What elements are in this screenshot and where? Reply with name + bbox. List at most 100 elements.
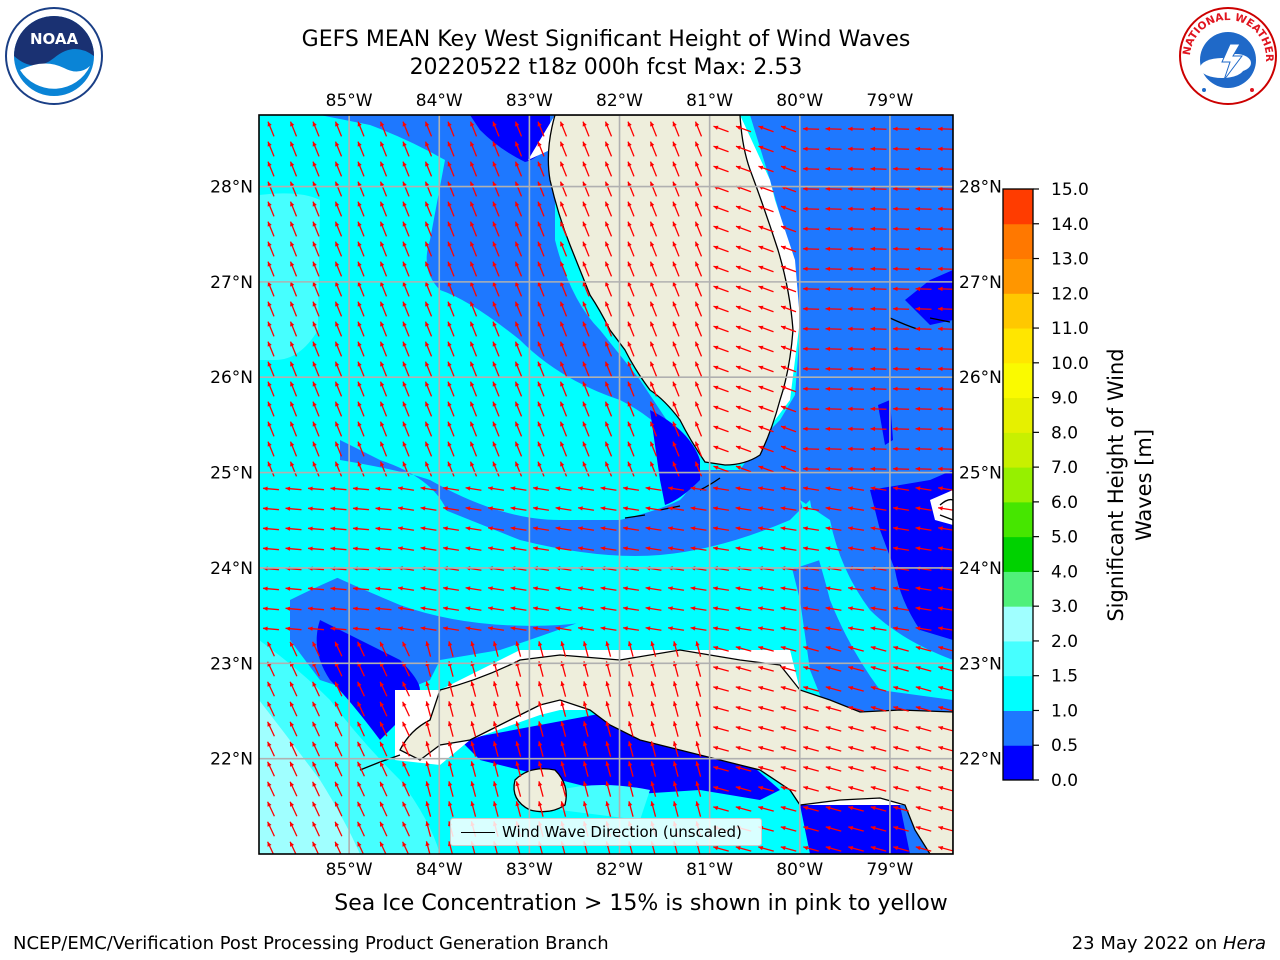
wind-wave-arrow [560, 801, 567, 817]
wind-wave-arrow [312, 301, 320, 317]
wind-wave-arrow [780, 385, 797, 393]
wind-wave-arrow [735, 205, 752, 213]
wind-wave-arrow [825, 386, 842, 392]
wind-wave-arrow [289, 421, 298, 437]
wind-wave-arrow [425, 701, 432, 717]
wind-wave-arrow [892, 126, 910, 132]
wind-wave-arrow [379, 281, 388, 297]
wind-wave-arrow [424, 461, 433, 477]
wind-wave-arrow [802, 306, 820, 312]
wind-wave-arrow [470, 701, 477, 717]
wind-wave-arrow [357, 221, 365, 237]
wind-wave-arrow [938, 645, 953, 652]
wind-wave-arrow [379, 241, 388, 257]
wind-wave-arrow [915, 246, 932, 252]
wind-wave-arrow [870, 426, 887, 432]
wind-wave-arrow [870, 366, 887, 372]
wind-wave-arrow [938, 825, 953, 832]
colorbar-tick-label: 11.0 [1051, 319, 1089, 339]
noaa-logo-text: NOAA [30, 30, 79, 48]
wind-wave-arrow [420, 626, 437, 631]
wind-wave-arrow [514, 181, 523, 197]
wind-wave-arrow [559, 301, 568, 317]
wind-wave-arrow [915, 126, 932, 132]
wind-wave-arrow [803, 785, 819, 792]
wind-wave-arrow [758, 305, 774, 313]
wind-wave-arrow [492, 421, 500, 437]
wind-wave-arrow [780, 405, 797, 413]
wind-wave-arrow [915, 705, 932, 712]
wind-wave-arrow [825, 466, 842, 472]
wind-wave-arrow [312, 201, 320, 217]
wind-wave-arrow [915, 745, 932, 752]
wind-wave-arrow [537, 741, 544, 757]
lon-tick-label-bottom: 82°W [596, 860, 643, 880]
wind-wave-arrow [627, 781, 634, 797]
wind-wave-arrow [825, 346, 842, 352]
wind-wave-arrow [735, 305, 752, 313]
wind-wave-arrow [469, 381, 478, 397]
wind-wave-arrow [712, 626, 730, 631]
wind-wave-arrow [560, 781, 567, 797]
wind-wave-arrow [825, 845, 842, 852]
wave-contour-0-0 [800, 805, 910, 854]
wind-wave-arrow [357, 801, 365, 817]
wind-wave-arrow [285, 486, 302, 491]
wind-wave-arrow [510, 626, 527, 631]
colorbar-tick-label: 0.0 [1051, 771, 1078, 791]
wind-wave-arrow [870, 825, 887, 832]
wind-wave-arrow [447, 461, 455, 477]
wind-wave-arrow [803, 825, 819, 832]
wind-wave-arrow [334, 321, 343, 337]
wind-wave-arrow [802, 126, 820, 132]
wind-wave-arrow [537, 381, 545, 397]
wind-wave-arrow [915, 306, 932, 312]
wind-wave-arrow [892, 266, 910, 272]
wind-wave-arrow [352, 546, 370, 551]
wind-wave-arrow [825, 226, 842, 232]
wind-wave-arrow [758, 165, 774, 173]
wind-wave-arrow [352, 626, 370, 631]
wind-wave-arrow [559, 181, 568, 197]
wind-wave-arrow [447, 261, 455, 277]
wind-wave-arrow [802, 466, 820, 472]
wind-wave-arrow [379, 701, 388, 717]
wind-wave-arrow [492, 181, 500, 197]
wind-wave-arrow [627, 141, 635, 157]
wind-wave-arrow [915, 665, 932, 672]
wind-wave-arrow [469, 401, 478, 417]
wind-wave-arrow [447, 441, 455, 457]
wind-wave-arrow [334, 721, 343, 737]
wind-wave-arrow [470, 681, 477, 697]
wind-wave-arrow [537, 321, 545, 337]
wind-wave-arrow [622, 586, 640, 591]
wind-wave-arrow [420, 506, 437, 511]
wind-wave-arrow [870, 685, 887, 692]
wind-wave-arrow [915, 765, 932, 772]
wind-wave-arrow [848, 805, 864, 812]
wind-wave-arrow [847, 366, 865, 372]
wind-wave-arrow [735, 125, 752, 133]
wind-wave-arrow [492, 461, 500, 477]
wind-wave-arrow [915, 406, 932, 412]
wind-wave-arrow [713, 685, 729, 692]
wind-wave-arrow [357, 281, 365, 297]
wind-wave-arrow [915, 685, 932, 692]
wind-wave-arrow [402, 461, 410, 477]
host-name: Hera [1222, 933, 1266, 954]
wind-wave-arrow [937, 526, 953, 531]
wind-wave-arrow [397, 606, 415, 611]
lat-tick-label-right: 22°N [959, 750, 1002, 770]
wind-wave-arrow [510, 506, 527, 511]
wind-wave-arrow [582, 201, 590, 217]
wind-wave-arrow [848, 785, 864, 792]
wind-wave-arrow [892, 146, 910, 152]
wind-wave-arrow [379, 801, 388, 817]
wind-wave-arrow [559, 161, 568, 177]
wind-wave-arrow [695, 781, 702, 797]
wind-wave-arrow [848, 845, 864, 852]
wind-wave-arrow [893, 745, 909, 752]
wind-wave-arrow [650, 641, 657, 657]
wind-wave-arrow [312, 721, 320, 737]
wind-wave-arrow [649, 161, 658, 177]
